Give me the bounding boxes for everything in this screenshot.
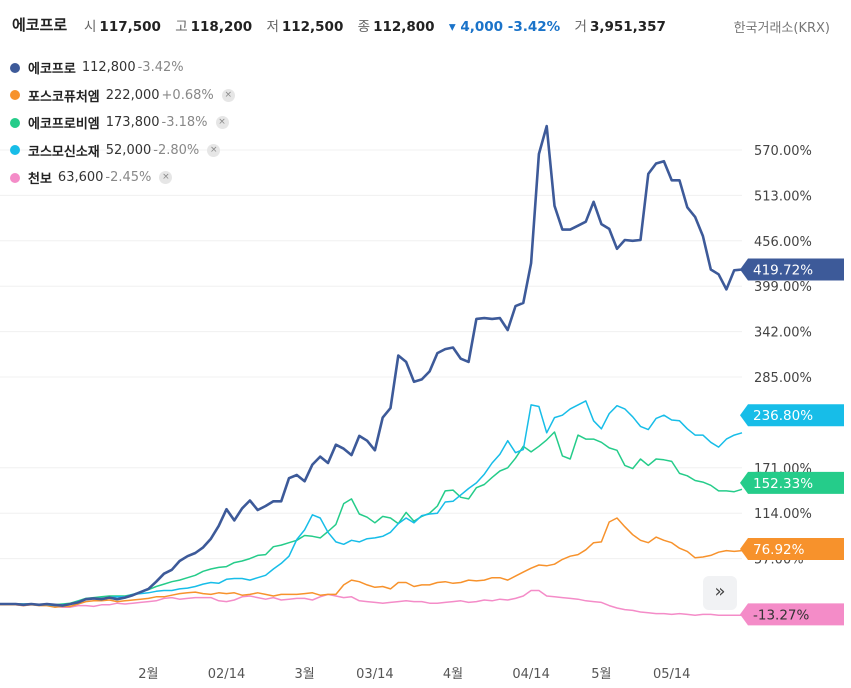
remove-icon[interactable]: × <box>159 171 173 185</box>
y-tick-label: 399.00% <box>754 280 812 295</box>
x-tick-label: 2월 <box>138 667 158 682</box>
legend-color-dot <box>10 117 20 128</box>
exchange-name: 한국거래소(KRX) <box>733 21 830 36</box>
y-tick-label: 285.00% <box>754 371 812 386</box>
legend-stock-price: 52,000 <box>105 142 152 158</box>
legend-color-dot <box>10 172 20 183</box>
stock-name: 에코프로 <box>12 16 68 34</box>
legend-color-dot <box>10 90 20 101</box>
x-tick-label: 04/14 <box>512 667 549 682</box>
remove-icon[interactable]: × <box>221 88 235 102</box>
y-tick-label: 456.00% <box>754 235 812 250</box>
legend-stock-price: 112,800 <box>81 60 136 76</box>
quote-summary: 시 117,500 고 118,200 저 112,500 종 112,800 ▾ 4,… <box>84 15 676 35</box>
change-amount: 4,000 <box>460 19 504 35</box>
legend-stock-price: 63,600 <box>57 170 104 186</box>
high-price: 118,200 <box>190 19 253 35</box>
legend-stock-name: 포스코퓨처엠 <box>28 89 100 105</box>
legend-item-ecoprobm[interactable]: 에코프로비엠 173,800 -3.18% × <box>10 109 235 137</box>
change-percent: -3.42% <box>507 19 561 35</box>
low-label: 저 <box>266 19 279 35</box>
series-line <box>0 124 743 607</box>
legend-stock-name: 에코프로비엠 <box>28 117 100 133</box>
y-tick-label: 114.00% <box>754 507 812 522</box>
series-end-label: 236.80% <box>753 408 813 424</box>
remove-icon[interactable]: × <box>207 143 221 157</box>
legend-stock-name: 코스모신소재 <box>28 144 100 160</box>
legend-color-dot <box>10 62 20 73</box>
close-label: 종 <box>357 19 371 35</box>
low-price: 112,500 <box>281 19 344 35</box>
legend-stock-price: 222,000 <box>105 87 160 103</box>
legend-stock-price: 173,800 <box>105 115 160 131</box>
series-line <box>0 431 743 606</box>
legend-color-dot <box>10 145 20 156</box>
volume-label: 거 <box>574 19 587 35</box>
series-end-label-bg <box>740 538 844 561</box>
series-line <box>0 517 743 608</box>
series-line <box>0 589 742 616</box>
high-label: 고 <box>175 19 188 35</box>
series-end-label-bg <box>740 603 844 626</box>
legend-stock-change: -3.18% <box>161 115 208 131</box>
price-change: ▾ 4,000 -3.42% <box>449 19 560 35</box>
open-price: 117,500 <box>99 19 161 35</box>
volume: 3,951,357 <box>589 19 666 35</box>
x-tick-label: 4월 <box>443 667 463 682</box>
remove-icon[interactable]: × <box>215 116 229 130</box>
legend-stock-name: 에코프로 <box>28 62 76 78</box>
series-end-label: -13.27% <box>753 607 810 623</box>
series-end-label: 76.92% <box>753 542 805 558</box>
scroll-right-button[interactable]: » <box>703 576 737 610</box>
down-arrow-icon: ▾ <box>448 19 456 35</box>
series-end-label: 419.72% <box>753 262 813 278</box>
y-tick-label: 342.00% <box>754 326 812 341</box>
x-tick-label: 05/14 <box>653 667 690 682</box>
series-end-label-bg <box>740 258 844 281</box>
x-tick-label: 5월 <box>591 667 611 682</box>
series-end-label-bg <box>740 404 844 427</box>
series-end-label: 152.33% <box>753 476 813 492</box>
legend-item-cosmo[interactable]: 코스모신소재 52,000 -2.80% × <box>10 137 235 165</box>
series-end-label-bg <box>740 471 844 494</box>
y-tick-label: 513.00% <box>754 189 812 204</box>
quote-header: 에코프로 시 117,500 고 118,200 저 112,500 종 112,800… <box>0 0 851 48</box>
legend: 에코프로 112,800 -3.42% 포스코퓨처엠 222,000 +0.68… <box>10 54 235 192</box>
legend-stock-name: 천보 <box>28 172 52 188</box>
x-tick-label: 3월 <box>294 667 314 682</box>
x-tick-label: 03/14 <box>356 667 393 682</box>
legend-item-chunbo[interactable]: 천보 63,600 -2.45% × <box>10 164 235 192</box>
open-label: 시 <box>84 19 97 35</box>
legend-item-poscofuturem[interactable]: 포스코퓨처엠 222,000 +0.68% × <box>10 82 235 110</box>
legend-stock-change: -3.42% <box>137 60 184 76</box>
legend-stock-change: -2.80% <box>153 142 200 158</box>
x-tick-label: 02/14 <box>208 667 245 682</box>
legend-stock-change: +0.68% <box>161 87 214 103</box>
legend-item-ecopro[interactable]: 에코프로 112,800 -3.42% <box>10 54 235 82</box>
series-line <box>0 400 743 607</box>
y-tick-label: 570.00% <box>754 144 812 159</box>
legend-stock-change: -2.45% <box>105 170 152 186</box>
close-price: 112,800 <box>373 19 435 35</box>
